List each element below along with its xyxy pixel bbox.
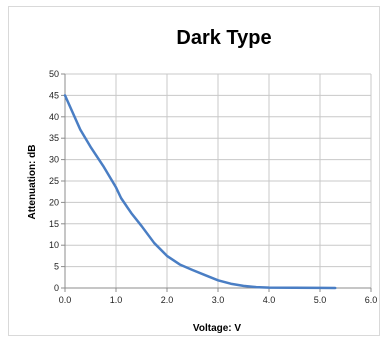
x-tick-label: 3.0: [212, 295, 225, 305]
series-line: [63, 94, 337, 290]
y-axis-label: Attenuation: dB: [27, 145, 38, 220]
x-tick-label: 1.0: [110, 295, 123, 305]
chart-title: Dark Type: [176, 27, 271, 49]
x-tick-label: 0.0: [59, 295, 72, 305]
chart-frame: [8, 6, 380, 336]
y-tick-label: 30: [49, 155, 59, 165]
y-tick-label: 20: [49, 197, 59, 207]
x-tick-label: 4.0: [263, 295, 276, 305]
y-tick-label: 10: [49, 240, 59, 250]
x-axis-label: Voltage: V: [193, 323, 241, 334]
y-tick-label: 40: [49, 112, 59, 122]
y-tick-label: 45: [49, 90, 59, 100]
y-tick-label: 0: [54, 283, 59, 293]
x-tick-label: 6.0: [365, 295, 378, 305]
y-tick-label: 5: [54, 262, 59, 272]
x-tick-label: 5.0: [314, 295, 327, 305]
y-tick-label: 35: [49, 133, 59, 143]
x-tick-label: 2.0: [161, 295, 174, 305]
y-tick-label: 15: [49, 219, 59, 229]
y-tick-label: 50: [49, 69, 59, 79]
y-tick-label: 25: [49, 176, 59, 186]
